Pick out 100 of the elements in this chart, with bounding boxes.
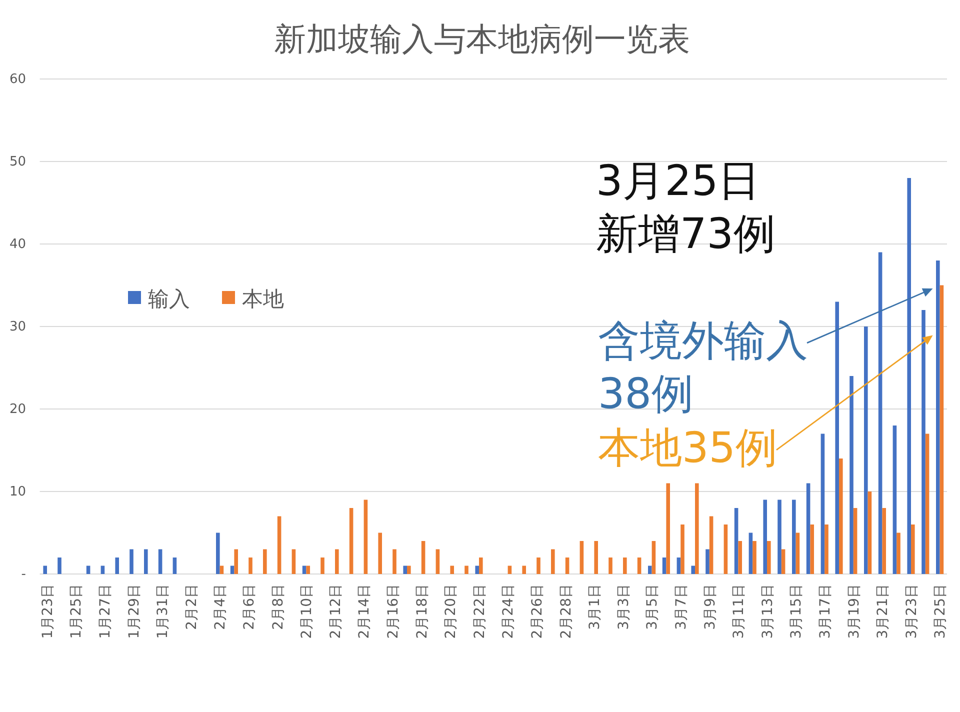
bar — [820, 434, 825, 574]
bar — [43, 566, 47, 574]
bar — [868, 492, 872, 574]
bar — [850, 376, 854, 574]
bar — [767, 541, 771, 574]
bar — [940, 285, 944, 574]
bar — [738, 541, 742, 574]
x-tick-label: 3月5日 — [644, 584, 661, 630]
x-tick-label: 3月15日 — [788, 584, 805, 639]
x-tick-label: 2月2日 — [184, 584, 200, 630]
bar — [680, 524, 684, 574]
annotation: 含境外输入38例 — [598, 316, 808, 418]
bar — [407, 566, 411, 574]
chart-title: 新加坡输入与本地病例一览表 — [274, 20, 690, 58]
bar — [662, 558, 666, 574]
x-tick-label: 2月18日 — [414, 584, 430, 639]
bar — [810, 524, 814, 574]
x-tick-label: 2月28日 — [558, 584, 574, 639]
bar — [58, 558, 62, 574]
bar — [695, 483, 699, 574]
bar — [691, 566, 695, 574]
bar — [475, 566, 479, 574]
x-tick-label: 3月21日 — [875, 584, 892, 639]
x-tick-label: 2月12日 — [328, 584, 344, 639]
y-tick-label: 10 — [9, 484, 26, 500]
x-tick-label: 3月13日 — [760, 584, 776, 639]
bar — [216, 532, 220, 574]
bar — [130, 549, 134, 574]
bar — [882, 508, 886, 574]
x-tick-label: 3月23日 — [904, 584, 920, 639]
bar — [752, 541, 756, 574]
bar — [115, 558, 119, 574]
bar — [637, 558, 642, 574]
bar — [864, 326, 868, 574]
bar — [508, 566, 512, 574]
bar — [100, 566, 105, 574]
bar — [302, 566, 306, 574]
x-tick-label: 3月11日 — [731, 584, 748, 639]
x-tick-label: 1月23日 — [40, 584, 56, 639]
x-tick-label: 2月26日 — [530, 584, 546, 639]
bar — [594, 541, 598, 574]
bar — [792, 500, 796, 574]
bar — [623, 558, 627, 574]
x-tick-label: 2月14日 — [356, 584, 373, 639]
x-tick-label: 3月17日 — [818, 584, 834, 639]
x-tick-label: 2月20日 — [443, 584, 460, 639]
bar — [335, 549, 339, 574]
bar — [378, 532, 382, 574]
bar — [709, 516, 714, 574]
bar — [306, 566, 310, 574]
bar — [320, 558, 324, 574]
bar — [403, 566, 407, 574]
bar — [248, 558, 252, 574]
bar — [724, 524, 728, 574]
bar — [292, 549, 296, 574]
x-tick-label: 2月4日 — [212, 584, 229, 630]
bar — [706, 549, 710, 574]
legend-label: 本地 — [242, 287, 284, 311]
bar — [676, 558, 681, 574]
bar — [86, 566, 90, 574]
bar — [878, 252, 882, 574]
y-tick-label: 20 — [9, 402, 26, 418]
bar — [464, 566, 468, 574]
x-tick-label: 2月8日 — [270, 584, 286, 630]
x-tick-label: 2月6日 — [242, 584, 258, 630]
bar — [263, 549, 267, 574]
bar — [551, 549, 555, 574]
x-tick-label: 2月22日 — [472, 584, 488, 639]
bar — [580, 541, 584, 574]
annotation: 3月25日新增73例 — [596, 156, 776, 258]
bar — [936, 260, 940, 574]
y-tick-label: 40 — [9, 237, 26, 252]
bar — [172, 558, 177, 574]
bar — [922, 310, 926, 574]
y-tick-label: 60 — [9, 72, 26, 88]
bar — [853, 508, 858, 574]
x-tick-label: 2月24日 — [500, 584, 517, 639]
y-tick-label: 30 — [9, 320, 26, 335]
x-tick-label: 3月1日 — [587, 584, 604, 630]
bar — [892, 426, 897, 574]
bar — [479, 558, 483, 574]
bar — [421, 541, 426, 574]
bar — [652, 541, 656, 574]
bar — [234, 549, 238, 574]
x-tick-label: 3月9日 — [702, 584, 718, 630]
x-tick-label: 2月16日 — [386, 584, 402, 639]
bar — [911, 524, 915, 574]
bar — [734, 508, 738, 574]
bar — [907, 178, 911, 574]
bar — [565, 558, 570, 574]
bar — [835, 302, 839, 574]
x-tick-label: 3月3日 — [616, 584, 632, 630]
bar — [144, 549, 148, 574]
x-tick-label: 3月19日 — [846, 584, 862, 639]
x-tick-label: 1月31日 — [155, 584, 172, 639]
y-tick-label: - — [21, 567, 26, 582]
bar — [436, 549, 440, 574]
bar — [796, 532, 800, 574]
bar — [364, 500, 368, 574]
bar — [392, 549, 396, 574]
